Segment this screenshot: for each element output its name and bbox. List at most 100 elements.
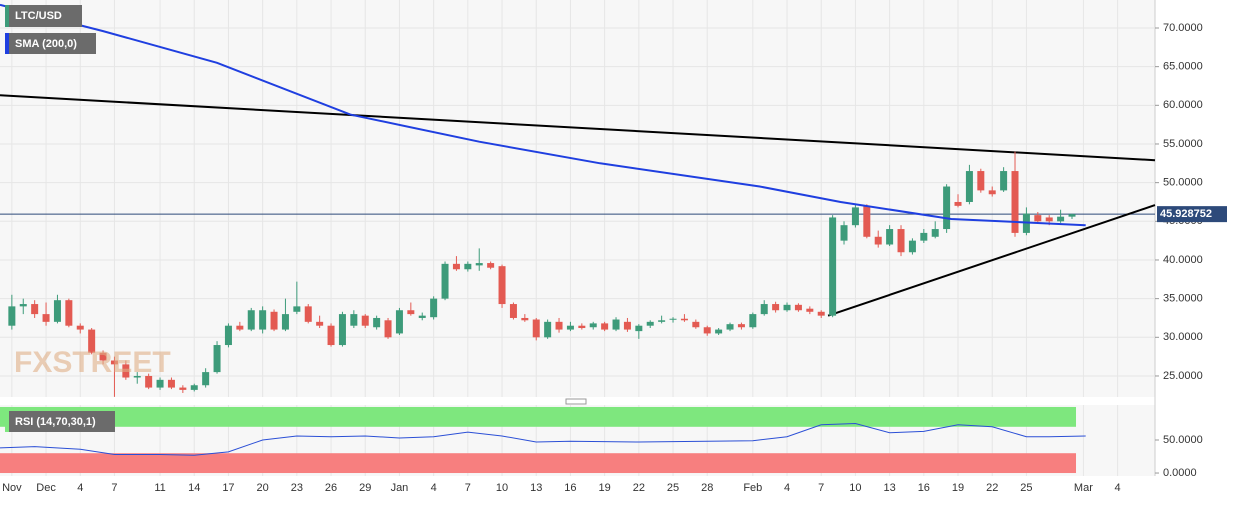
candle-body xyxy=(487,263,495,268)
x-tick-label: 26 xyxy=(325,482,337,494)
candle-body xyxy=(1045,217,1053,222)
rsi-line xyxy=(0,422,1086,456)
x-tick-label: 25 xyxy=(667,482,679,494)
candle-body xyxy=(988,190,996,195)
x-tick-label: 16 xyxy=(564,482,576,494)
candle-body xyxy=(931,229,939,237)
legend-label: SMA (200,0) xyxy=(15,38,77,50)
y-tick-label: 50.0000 xyxy=(1163,434,1203,446)
y-tick-label: 40.0000 xyxy=(1163,254,1203,266)
candle-body xyxy=(851,207,859,226)
candle-body xyxy=(783,304,791,311)
candle-body xyxy=(498,266,506,305)
candle-body xyxy=(407,310,415,315)
candle-body xyxy=(669,318,677,320)
candle-body xyxy=(475,263,483,266)
x-tick-label: 7 xyxy=(465,482,471,494)
panel-divider[interactable] xyxy=(565,398,587,405)
candle-body xyxy=(179,387,187,390)
candle-body xyxy=(384,320,392,338)
candle-body xyxy=(977,171,985,191)
candle-body xyxy=(794,304,802,311)
x-tick-label: 23 xyxy=(291,482,303,494)
x-tick-label: 4 xyxy=(77,482,83,494)
candle-body xyxy=(715,329,723,334)
candle-body xyxy=(886,229,894,245)
overbought-band xyxy=(0,406,1077,427)
legend-box xyxy=(5,411,115,432)
legend-label: LTC/USD xyxy=(15,10,62,22)
oversold-band xyxy=(0,453,1077,474)
x-tick-label: 19 xyxy=(952,482,964,494)
sma-line xyxy=(0,3,1086,227)
candle-body xyxy=(304,306,312,322)
x-tick-label: Feb xyxy=(743,482,762,494)
candle-body xyxy=(829,217,837,316)
x-tick-label: 7 xyxy=(111,482,117,494)
trendline xyxy=(827,204,1156,317)
candle-body xyxy=(908,240,916,253)
candle-body xyxy=(361,315,369,326)
candle-body xyxy=(646,321,654,326)
candle-body xyxy=(213,345,221,373)
candle-body xyxy=(544,321,552,338)
candle-body xyxy=(521,317,529,321)
candle-body xyxy=(418,315,426,318)
candle-body xyxy=(42,314,50,322)
y-tick-label: 55.0000 xyxy=(1163,138,1203,150)
candle-body xyxy=(1034,215,1042,222)
candle-body xyxy=(167,379,175,388)
candle-body xyxy=(658,320,666,322)
trendline xyxy=(0,94,1156,162)
y-tick-label: 60.0000 xyxy=(1163,99,1203,111)
legend-box xyxy=(5,5,82,27)
y-tick-label: 35.0000 xyxy=(1163,293,1203,305)
x-tick-label: 20 xyxy=(257,482,269,494)
x-tick-label: 29 xyxy=(359,482,371,494)
candle-body xyxy=(1068,214,1076,217)
candle-body xyxy=(53,300,61,322)
x-tick-label: 13 xyxy=(883,482,895,494)
last-price-tag xyxy=(1157,206,1227,223)
candle-body xyxy=(156,379,164,388)
y-tick-label: 0.0000 xyxy=(1163,467,1197,479)
candle-body xyxy=(703,327,711,334)
grid xyxy=(0,0,1155,476)
x-tick-label: 10 xyxy=(496,482,508,494)
candle-body xyxy=(430,298,438,318)
candle-body xyxy=(281,314,289,330)
candle-body xyxy=(589,323,597,328)
candle-body xyxy=(601,323,609,330)
x-tick-label: 14 xyxy=(188,482,200,494)
candle-body xyxy=(145,375,153,388)
candle-body xyxy=(247,310,255,330)
legend-swatch xyxy=(5,5,9,27)
x-tick-label: Dec xyxy=(36,482,56,494)
candle-body xyxy=(1000,171,1008,191)
legend-box xyxy=(5,33,96,54)
candle-body xyxy=(270,311,278,330)
candle-body xyxy=(1011,171,1019,233)
candle-body xyxy=(224,325,232,346)
candle-body xyxy=(943,186,951,230)
candle-body xyxy=(623,321,631,330)
candle-body xyxy=(806,308,814,312)
candle-body xyxy=(19,304,27,307)
y-tick-label: 25.0000 xyxy=(1163,370,1203,382)
candle-body xyxy=(122,364,130,378)
x-tick-label: 25 xyxy=(1020,482,1032,494)
x-tick-label: 22 xyxy=(986,482,998,494)
candle-body xyxy=(965,171,973,202)
y-tick-label: 70.0000 xyxy=(1163,22,1203,34)
candle-body xyxy=(578,325,586,329)
legend-swatch xyxy=(5,33,9,54)
x-tick-label: Mar xyxy=(1074,482,1093,494)
candle-body xyxy=(373,317,381,328)
legend-label: RSI (14,70,30,1) xyxy=(15,416,96,428)
x-tick-label: 17 xyxy=(222,482,234,494)
last-price-label: 45.928752 xyxy=(1160,208,1212,220)
x-tick-label: 4 xyxy=(431,482,437,494)
candle-body xyxy=(452,263,460,270)
candle-body xyxy=(635,325,643,332)
